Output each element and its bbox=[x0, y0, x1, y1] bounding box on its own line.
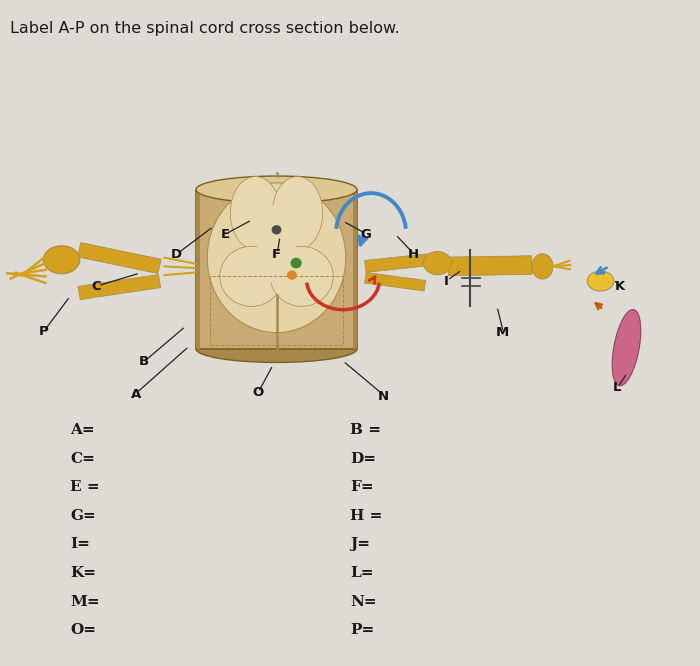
Ellipse shape bbox=[270, 246, 333, 306]
Text: G: G bbox=[360, 228, 371, 241]
Text: K=: K= bbox=[70, 566, 96, 580]
Text: J=: J= bbox=[350, 537, 370, 551]
Text: M=: M= bbox=[70, 595, 99, 609]
Text: Label A-P on the spinal cord cross section below.: Label A-P on the spinal cord cross secti… bbox=[10, 21, 400, 37]
Text: L: L bbox=[613, 381, 622, 394]
Text: C: C bbox=[92, 280, 102, 293]
Text: F=: F= bbox=[350, 480, 374, 494]
Text: I: I bbox=[444, 274, 449, 288]
Ellipse shape bbox=[532, 254, 553, 279]
Text: P=: P= bbox=[350, 623, 374, 637]
Ellipse shape bbox=[587, 271, 614, 291]
Text: N=: N= bbox=[350, 595, 377, 609]
Text: F: F bbox=[272, 248, 281, 261]
Ellipse shape bbox=[207, 183, 346, 332]
Text: P: P bbox=[38, 325, 48, 338]
Text: G=: G= bbox=[70, 509, 96, 523]
Ellipse shape bbox=[272, 176, 323, 250]
Text: A: A bbox=[132, 388, 141, 401]
Text: K: K bbox=[615, 280, 624, 293]
Text: A=: A= bbox=[70, 423, 94, 437]
FancyBboxPatch shape bbox=[196, 190, 357, 349]
Ellipse shape bbox=[43, 246, 80, 274]
Ellipse shape bbox=[230, 176, 281, 250]
Ellipse shape bbox=[196, 176, 357, 203]
FancyArrow shape bbox=[365, 254, 429, 272]
FancyArrow shape bbox=[365, 272, 426, 291]
Polygon shape bbox=[612, 310, 640, 386]
Text: E: E bbox=[220, 228, 230, 241]
Ellipse shape bbox=[196, 336, 357, 362]
Text: O=: O= bbox=[70, 623, 96, 637]
Bar bbox=[196, 190, 200, 349]
Text: N: N bbox=[378, 390, 389, 403]
Bar bbox=[353, 190, 357, 349]
Text: D: D bbox=[171, 248, 182, 261]
Ellipse shape bbox=[287, 270, 297, 280]
Text: H =: H = bbox=[350, 509, 382, 523]
Text: I=: I= bbox=[70, 537, 90, 551]
Text: O: O bbox=[252, 386, 263, 400]
FancyArrow shape bbox=[448, 256, 532, 276]
Text: M: M bbox=[496, 326, 509, 340]
Ellipse shape bbox=[424, 251, 452, 275]
Ellipse shape bbox=[272, 225, 281, 234]
Text: D=: D= bbox=[350, 452, 376, 466]
Text: H: H bbox=[407, 248, 419, 261]
Bar bbox=[211, 276, 342, 345]
Text: L=: L= bbox=[350, 566, 374, 580]
Ellipse shape bbox=[258, 204, 295, 284]
Ellipse shape bbox=[220, 246, 283, 306]
FancyArrow shape bbox=[78, 274, 161, 300]
Text: B: B bbox=[139, 355, 148, 368]
Text: B =: B = bbox=[350, 423, 381, 437]
Text: E =: E = bbox=[70, 480, 99, 494]
Ellipse shape bbox=[290, 258, 302, 268]
Text: C=: C= bbox=[70, 452, 95, 466]
FancyArrow shape bbox=[78, 242, 161, 274]
